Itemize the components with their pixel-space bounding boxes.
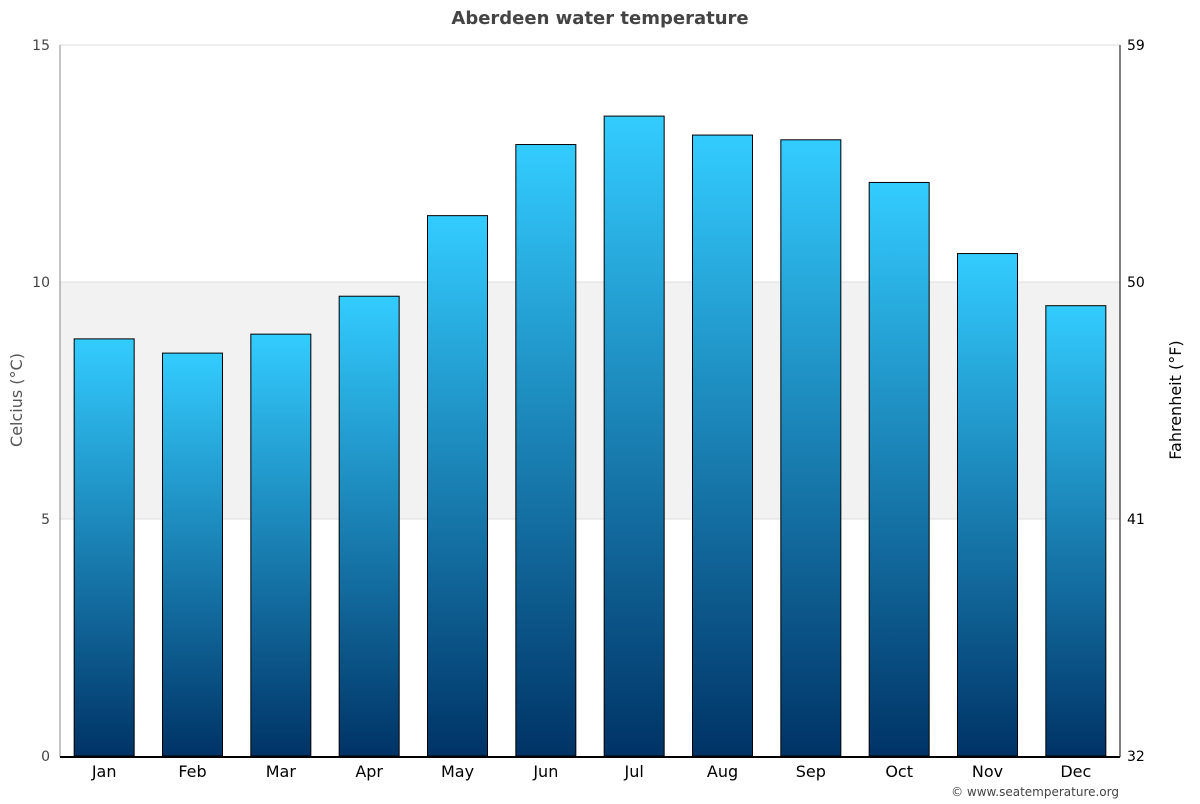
y2-tick-label: 32 — [1127, 749, 1145, 765]
bar-nov — [957, 253, 1018, 757]
bar-sep — [780, 139, 842, 757]
bar-aug — [692, 134, 753, 757]
bar-may — [427, 215, 488, 757]
x-tick-label: Oct — [885, 762, 913, 781]
x-tick-label: Jan — [91, 762, 117, 781]
y-tick-label: 10 — [32, 275, 50, 291]
x-tick-label: Apr — [355, 762, 383, 781]
bar-mar — [250, 333, 312, 757]
y-tick-label: 15 — [32, 38, 50, 54]
y2-tick-label: 50 — [1127, 275, 1145, 291]
bar-apr — [338, 295, 400, 757]
x-tick-label: Dec — [1060, 762, 1091, 781]
x-tick-label: Nov — [972, 762, 1003, 781]
shaded-band — [60, 282, 1120, 519]
y-axis-label: Celcius (°C) — [7, 353, 26, 447]
y2-axis-label: Fahrenheit (°F) — [1166, 340, 1185, 459]
x-tick-label: Jun — [532, 762, 558, 781]
x-tick-label: May — [441, 762, 474, 781]
x-tick-label: Feb — [178, 762, 206, 781]
bar-jul — [603, 115, 665, 757]
y-tick-label: 5 — [41, 512, 50, 528]
x-tick-label: Mar — [266, 762, 297, 781]
x-tick-label: Sep — [796, 762, 826, 781]
y-tick-label: 0 — [41, 749, 50, 765]
x-tick-label: Jul — [624, 762, 644, 781]
y2-tick-label: 41 — [1127, 512, 1145, 528]
y2-tick-label: 59 — [1127, 38, 1145, 54]
credit-text: © www.seatemperature.org — [951, 785, 1119, 799]
bar-jun — [515, 144, 577, 757]
x-tick-label: Aug — [707, 762, 738, 781]
bar-dec — [1045, 305, 1107, 757]
bar-feb — [162, 352, 223, 757]
chart-title: Aberdeen water temperature — [451, 8, 748, 29]
bar-oct — [868, 181, 930, 757]
bar-jan — [73, 338, 135, 757]
